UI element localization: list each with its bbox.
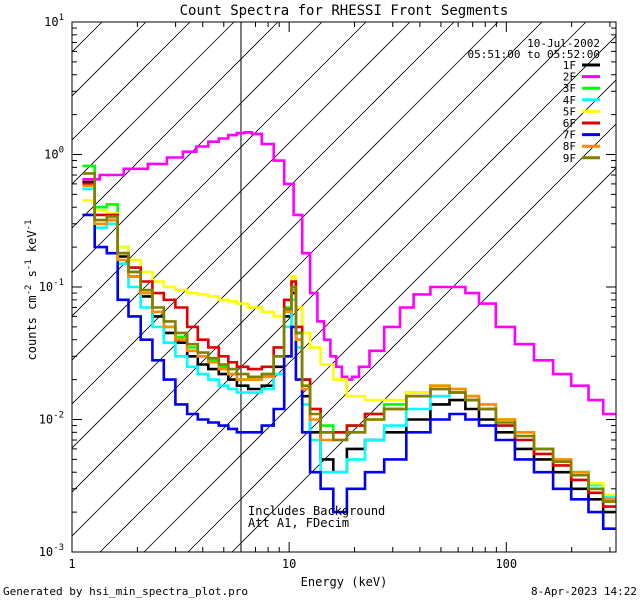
- legend-label-4f: 4F: [563, 94, 576, 107]
- hatch-line: [72, 22, 543, 493]
- y-tick-label: 10-3: [39, 543, 64, 559]
- legend-label-7f: 7F: [563, 129, 576, 142]
- x-tick-labels: 1 10 100: [68, 557, 517, 571]
- hatch-line: [99, 35, 616, 552]
- y-tick-label: 100: [44, 146, 64, 162]
- y-tick-label: 101: [44, 13, 64, 29]
- chart-title: Count Spectra for RHESSI Front Segments: [180, 3, 509, 19]
- hatch-line: [72, 22, 455, 405]
- y-axis-label: counts cm-2 s-1 keV-1: [24, 220, 39, 361]
- series-layer: [82, 131, 616, 530]
- legend-label-3f: 3F: [563, 82, 576, 95]
- legend-label-1f: 1F: [563, 59, 576, 72]
- annotation-attenuator: Att A1, FDecim: [248, 516, 349, 530]
- hatch-line: [72, 22, 587, 537]
- hatch-line: [72, 22, 411, 361]
- hatch-line: [72, 22, 323, 273]
- x-tick-label: 1: [68, 557, 75, 571]
- hatch-line: [72, 22, 367, 317]
- x-tick-label: 100: [495, 557, 517, 571]
- y-tick-label: 10-1: [39, 278, 64, 294]
- hatch-line: [72, 22, 499, 449]
- time-range-label: 05:51:00 to 05:52:00: [468, 48, 600, 61]
- annotation-background: Includes Background: [248, 504, 385, 518]
- legend-label-5f: 5F: [563, 105, 576, 118]
- series-line-9f: [82, 172, 616, 503]
- hatch-line: [72, 22, 235, 185]
- hatch-line: [72, 22, 279, 229]
- legend-label-2f: 2F: [563, 71, 576, 84]
- series-line-2f: [82, 131, 616, 416]
- date-label: 10-Jul-2002: [527, 37, 600, 50]
- legend-label-8f: 8F: [563, 140, 576, 153]
- timestamp-footer: 8-Apr-2023 14:22: [531, 585, 637, 598]
- legend-label-9f: 9F: [563, 152, 576, 165]
- series-line-7f: [82, 213, 616, 530]
- axis-ticks: [71, 21, 616, 553]
- y-tick-label: 10-2: [39, 411, 64, 427]
- x-tick-label: 10: [282, 557, 296, 571]
- legend-label-6f: 6F: [563, 117, 576, 130]
- y-tick-labels: 10-3 10-2 10-1 100 101: [39, 13, 64, 559]
- x-axis-label: Energy (keV): [301, 575, 388, 589]
- generated-by-footer: Generated by hsi_min_spectra_plot.pro: [3, 585, 248, 598]
- hatch-line: [72, 22, 191, 141]
